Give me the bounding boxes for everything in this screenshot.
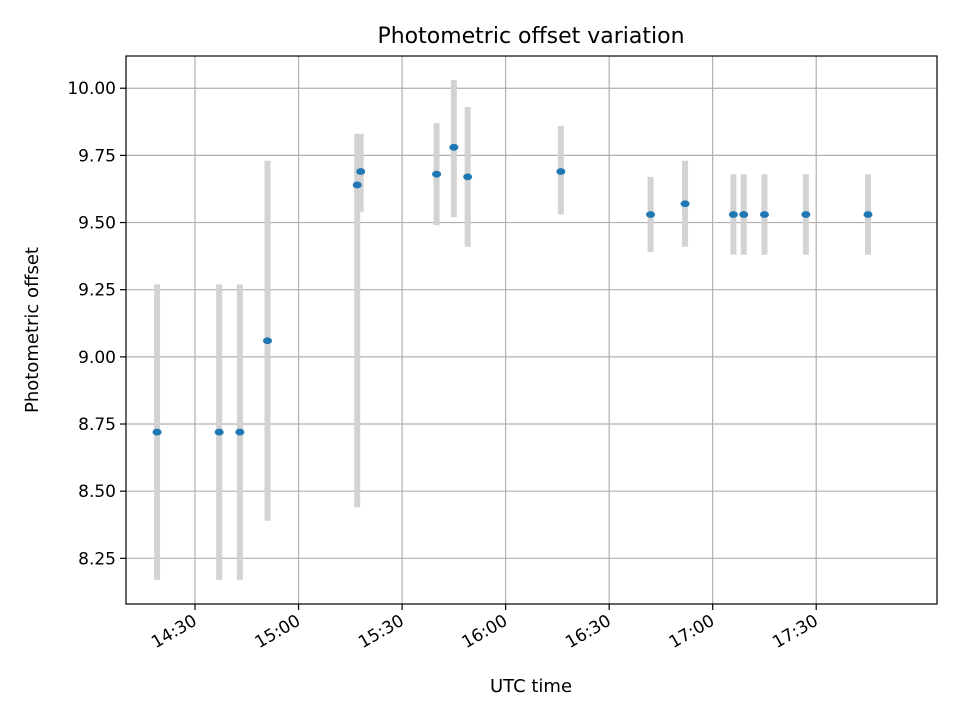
- data-point: [463, 173, 473, 181]
- data-point: [432, 170, 442, 178]
- data-points: [152, 143, 873, 436]
- y-tick-label: 9.00: [78, 348, 116, 368]
- data-point: [556, 168, 566, 175]
- data-point: [356, 168, 366, 175]
- y-tick-label: 9.50: [78, 214, 116, 234]
- y-tick-label: 9.25: [78, 281, 116, 301]
- data-point: [801, 211, 811, 218]
- data-point: [739, 211, 749, 218]
- data-point: [152, 428, 162, 436]
- chart-title: Photometric offset variation: [377, 24, 684, 49]
- y-axis-label: Photometric offset: [22, 247, 43, 413]
- data-point: [235, 428, 245, 436]
- data-point: [214, 428, 224, 436]
- x-axis-label: UTC time: [490, 676, 572, 697]
- data-point: [863, 211, 873, 218]
- y-axis-ticks: 8.25 8.50 8.75 9.00 9.25 9.50 9.75 10.00: [67, 79, 126, 569]
- y-tick-label: 8.75: [78, 415, 116, 435]
- data-point: [352, 181, 362, 189]
- y-tick-label: 9.75: [78, 146, 116, 166]
- y-tick-label: 10.00: [67, 79, 116, 99]
- y-tick-label: 8.25: [78, 549, 116, 569]
- data-point: [759, 211, 769, 218]
- data-point: [728, 211, 738, 218]
- data-point: [262, 337, 272, 345]
- grid-lines: [126, 56, 937, 604]
- data-point: [646, 211, 656, 218]
- plot-frame: [125, 55, 938, 605]
- data-point: [680, 200, 690, 208]
- data-point: [449, 143, 459, 151]
- y-tick-label: 8.50: [78, 482, 116, 502]
